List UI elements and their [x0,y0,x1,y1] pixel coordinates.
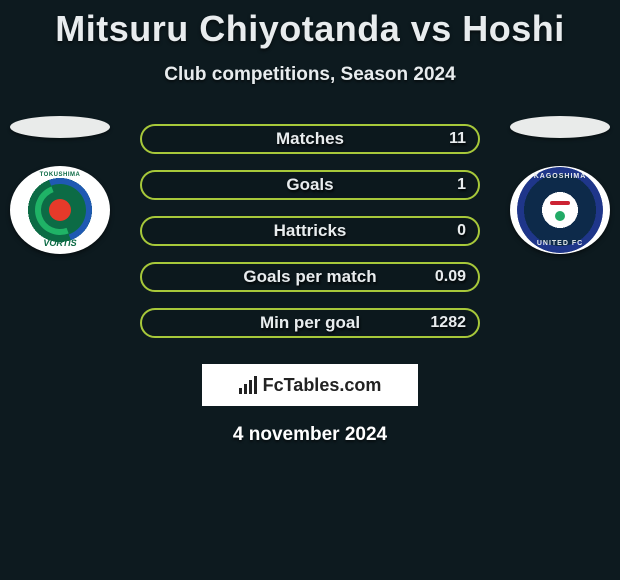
stat-row-gpm: Goals per match 0.09 [140,262,480,292]
kagoshima-badge: KAGOSHIMA UNITED FC [517,167,603,253]
right-player-column: KAGOSHIMA UNITED FC [500,116,620,254]
stat-value-right: 0.09 [435,268,466,286]
date-stamp: 4 november 2024 [0,424,620,446]
stat-value-right: 11 [449,130,466,148]
stat-label: Min per goal [260,313,360,333]
stat-value-right: 1 [457,176,466,194]
main-area: TOKUSHIMA VORTIS Matches 11 Goals 1 Hatt… [0,124,620,338]
right-nation-flag [510,116,610,138]
comparison-card: Mitsuru Chiyotanda vs Hoshi Club competi… [0,0,620,446]
left-nation-flag [10,116,110,138]
left-player-column: TOKUSHIMA VORTIS [0,116,120,254]
stat-row-hattricks: Hattricks 0 [140,216,480,246]
stat-label: Goals per match [243,267,376,287]
brand-attribution: FcTables.com [202,364,418,406]
badge-ring-text-bottom: UNITED FC [517,240,603,247]
stat-label: Matches [276,129,344,149]
brand-name: FcTables.com [263,375,382,396]
stat-row-matches: Matches 11 [140,124,480,154]
bar-chart-icon [239,376,257,394]
badge-ring-text-top: KAGOSHIMA [517,173,603,180]
vortis-badge: TOKUSHIMA VORTIS [20,174,100,246]
page-title: Mitsuru Chiyotanda vs Hoshi [0,8,620,50]
stat-label: Goals [286,175,333,195]
stat-row-mpg: Min per goal 1282 [140,308,480,338]
core-icon [49,199,71,221]
season-subtitle: Club competitions, Season 2024 [0,64,620,86]
stat-value-right: 0 [457,222,466,240]
stat-row-goals: Goals 1 [140,170,480,200]
badge-inner-icon [543,193,577,227]
stats-list: Matches 11 Goals 1 Hattricks 0 Goals per… [140,124,480,338]
left-club-badge: TOKUSHIMA VORTIS [10,166,110,254]
stat-value-right: 1282 [430,314,466,332]
badge-text-bottom: VORTIS [20,238,100,248]
stat-label: Hattricks [274,221,347,241]
right-club-badge: KAGOSHIMA UNITED FC [510,166,610,254]
